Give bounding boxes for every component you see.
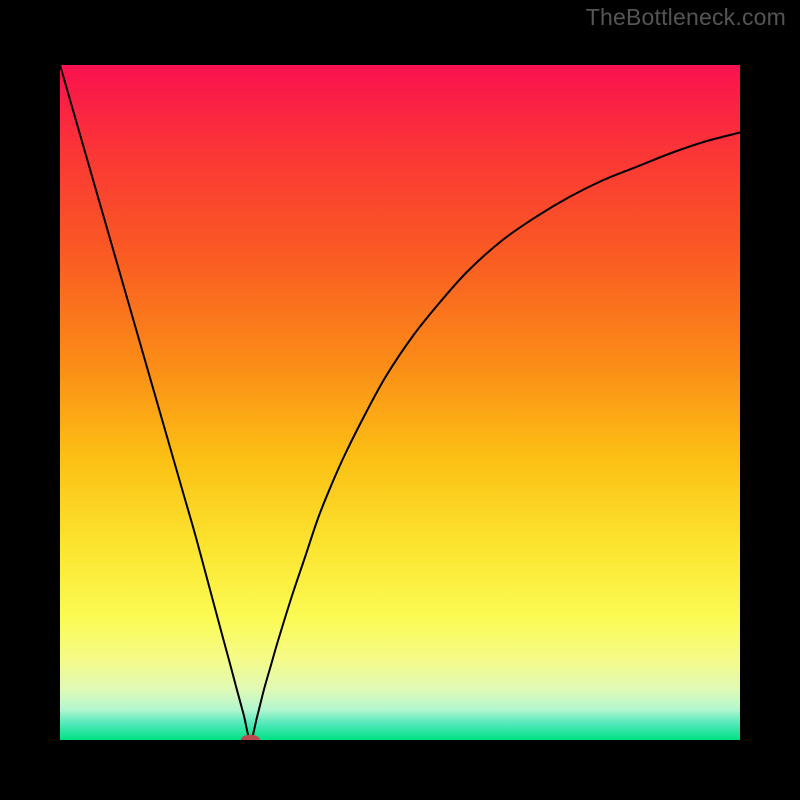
- watermark-text: TheBottleneck.com: [586, 4, 786, 31]
- bottleneck-chart: [0, 0, 800, 800]
